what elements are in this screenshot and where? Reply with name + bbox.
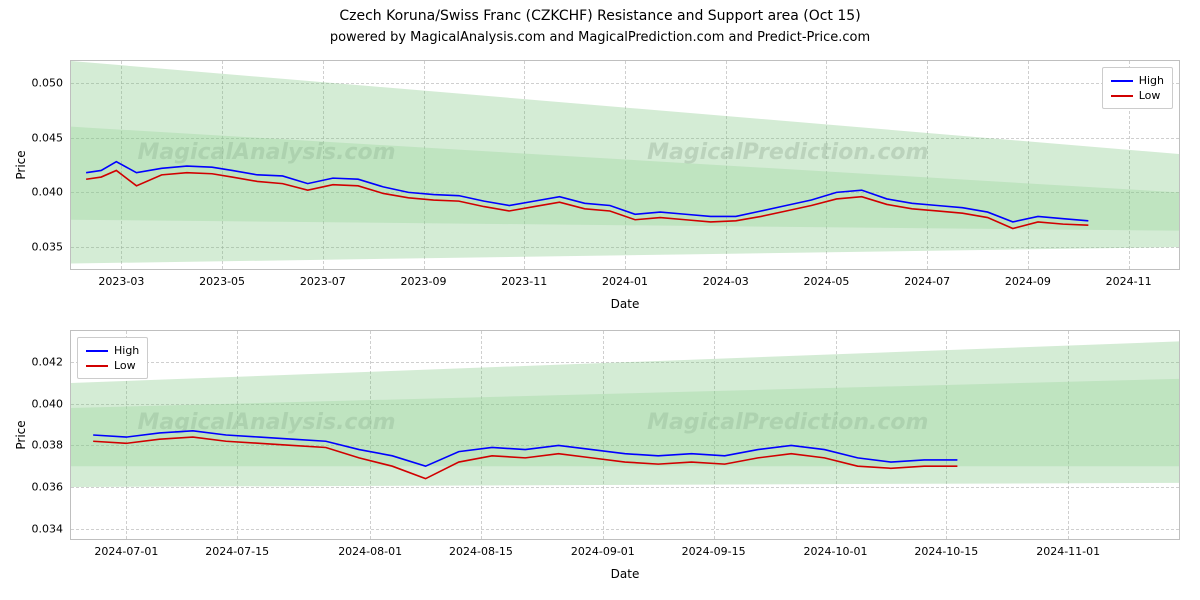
x-tick-label: 2024-10-01 <box>804 545 868 558</box>
x-axis-label-bottom: Date <box>611 567 640 581</box>
legend-item-low: Low <box>86 359 139 372</box>
legend-swatch-low <box>86 365 108 367</box>
x-tick-label: 2024-11-01 <box>1036 545 1100 558</box>
x-tick-label: 2023-07 <box>300 275 346 288</box>
chart-container: Czech Koruna/Swiss Franc (CZKCHF) Resist… <box>0 0 1200 600</box>
chart-subtitle: powered by MagicalAnalysis.com and Magic… <box>0 24 1200 45</box>
y-axis-label-bottom: Price <box>14 420 28 449</box>
y-tick-label: 0.050 <box>32 76 64 89</box>
legend: High Low <box>1102 67 1173 109</box>
x-tick-label: 2024-10-15 <box>914 545 978 558</box>
y-tick-label: 0.038 <box>32 439 64 452</box>
x-tick-label: 2024-09 <box>1005 275 1051 288</box>
y-tick-label: 0.036 <box>32 481 64 494</box>
chart-title: Czech Koruna/Swiss Franc (CZKCHF) Resist… <box>0 0 1200 24</box>
legend-item-high: High <box>1111 74 1164 87</box>
legend-item-low: Low <box>1111 89 1164 102</box>
legend-item-high: High <box>86 344 139 357</box>
x-tick-label: 2023-11 <box>501 275 547 288</box>
chart-panel-top: MagicalAnalysis.com MagicalPrediction.co… <box>70 60 1180 270</box>
y-tick-label: 0.045 <box>32 131 64 144</box>
x-tick-label: 2023-09 <box>401 275 447 288</box>
legend-swatch-high <box>86 350 108 352</box>
legend-swatch-high <box>1111 80 1133 82</box>
y-tick-label: 0.035 <box>32 241 64 254</box>
legend-swatch-low <box>1111 95 1133 97</box>
y-tick-label: 0.040 <box>32 397 64 410</box>
x-tick-label: 2024-05 <box>803 275 849 288</box>
legend: High Low <box>77 337 148 379</box>
x-tick-label: 2024-07-15 <box>205 545 269 558</box>
plot-area-bottom: MagicalAnalysis.com MagicalPrediction.co… <box>71 331 1179 539</box>
y-axis-label-top: Price <box>14 150 28 179</box>
x-axis-label-top: Date <box>611 297 640 311</box>
legend-label-high: High <box>114 344 139 357</box>
chart-panel-bottom: MagicalAnalysis.com MagicalPrediction.co… <box>70 330 1180 540</box>
legend-label-low: Low <box>1139 89 1161 102</box>
y-tick-label: 0.034 <box>32 522 64 535</box>
x-tick-label: 2024-07-01 <box>94 545 158 558</box>
y-tick-label: 0.040 <box>32 186 64 199</box>
plot-area-top: MagicalAnalysis.com MagicalPrediction.co… <box>71 61 1179 269</box>
x-tick-label: 2024-09-01 <box>571 545 635 558</box>
x-tick-label: 2024-08-15 <box>449 545 513 558</box>
y-tick-label: 0.042 <box>32 356 64 369</box>
legend-label-high: High <box>1139 74 1164 87</box>
legend-label-low: Low <box>114 359 136 372</box>
x-tick-label: 2024-07 <box>904 275 950 288</box>
x-tick-label: 2024-09-15 <box>682 545 746 558</box>
x-tick-label: 2023-05 <box>199 275 245 288</box>
x-tick-label: 2024-03 <box>703 275 749 288</box>
x-tick-label: 2024-08-01 <box>338 545 402 558</box>
x-tick-label: 2024-11 <box>1106 275 1152 288</box>
x-tick-label: 2023-03 <box>98 275 144 288</box>
x-tick-label: 2024-01 <box>602 275 648 288</box>
